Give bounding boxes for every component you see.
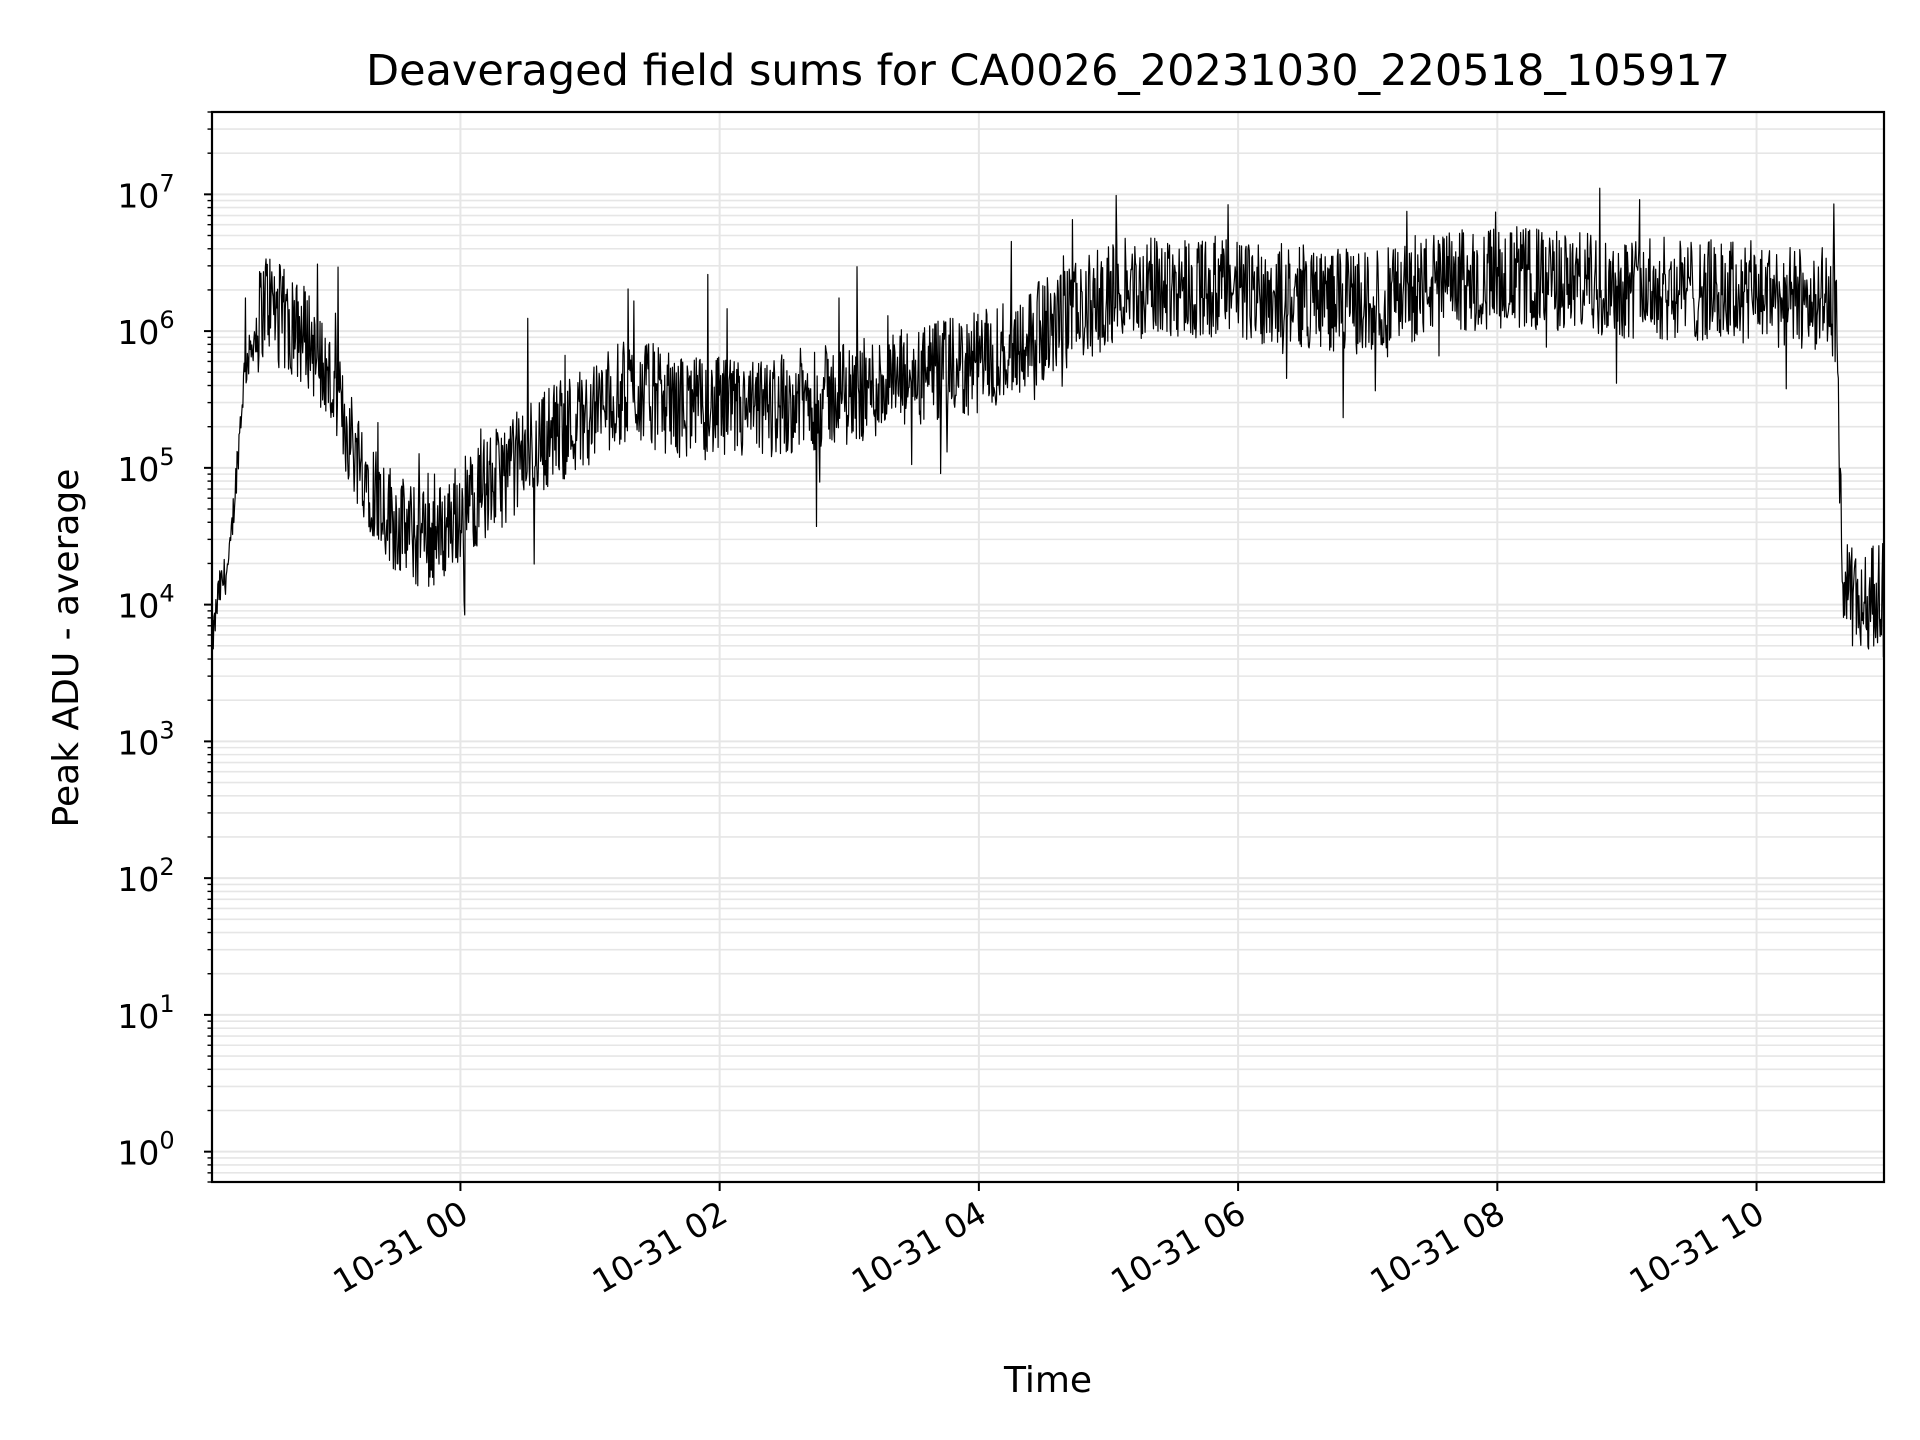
y-tick-base: 10 bbox=[117, 450, 159, 489]
y-tick-base: 10 bbox=[117, 176, 159, 215]
y-tick-exponent: 3 bbox=[159, 716, 174, 744]
y-tick-base: 10 bbox=[117, 860, 159, 899]
y-tick-label: 103 bbox=[117, 716, 174, 762]
y-tick-base: 10 bbox=[117, 313, 159, 352]
y-tick-label: 105 bbox=[117, 443, 174, 489]
y-tick-exponent: 1 bbox=[159, 990, 174, 1018]
y-tick-base: 10 bbox=[117, 723, 159, 762]
y-tick-label: 100 bbox=[117, 1127, 174, 1173]
y-axis-label: Peak ADU - average bbox=[46, 469, 87, 828]
x-axis-label: Time bbox=[1003, 1360, 1092, 1401]
data-series-line bbox=[211, 187, 1885, 658]
y-tick-exponent: 7 bbox=[159, 169, 174, 197]
y-tick-base: 10 bbox=[117, 997, 159, 1036]
y-tick-label: 101 bbox=[117, 990, 174, 1036]
gridlines bbox=[212, 111, 1884, 1183]
y-tick-exponent: 4 bbox=[159, 580, 174, 608]
y-tick-label: 104 bbox=[117, 580, 174, 626]
y-tick-exponent: 0 bbox=[159, 1127, 174, 1155]
y-tick-base: 10 bbox=[117, 587, 159, 626]
chart-title: Deaveraged field sums for CA0026_2023103… bbox=[366, 46, 1730, 96]
y-tick-exponent: 2 bbox=[159, 853, 174, 881]
data-line-layer bbox=[211, 187, 1885, 658]
y-tick-label: 102 bbox=[117, 853, 174, 899]
y-tick-exponent: 6 bbox=[159, 306, 174, 334]
plot-area-frame bbox=[210, 110, 1886, 1184]
y-tick-exponent: 5 bbox=[159, 443, 174, 471]
y-tick-label: 107 bbox=[117, 169, 174, 215]
y-tick-label: 106 bbox=[117, 306, 174, 352]
y-tick-base: 10 bbox=[117, 1134, 159, 1173]
